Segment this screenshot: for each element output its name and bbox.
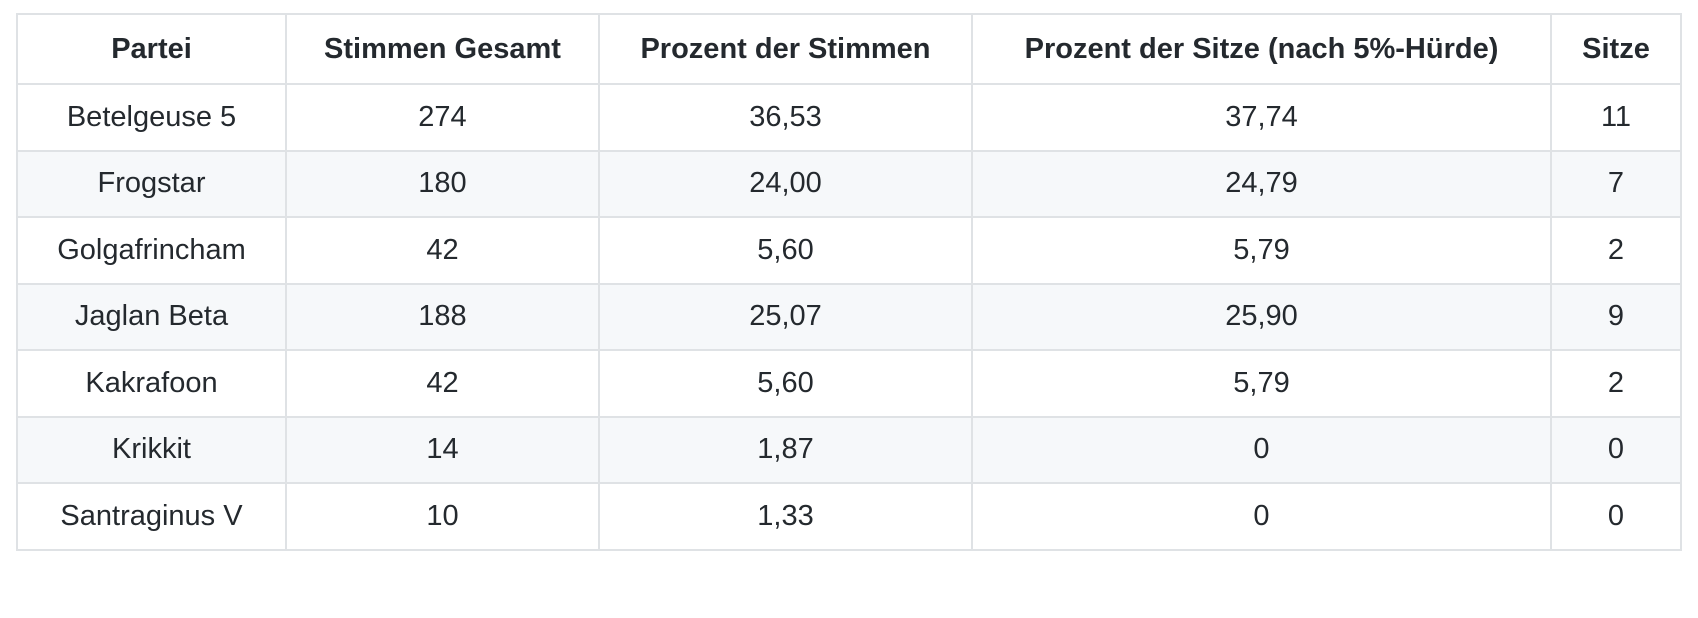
- cell-party: Frogstar: [16, 149, 287, 218]
- cell-votes-total: 14: [285, 415, 600, 484]
- cell-seats: 9: [1550, 282, 1682, 351]
- cell-seat-percent: 24,79: [971, 149, 1552, 218]
- cell-vote-percent: 25,07: [598, 282, 973, 351]
- cell-vote-percent: 5,60: [598, 349, 973, 418]
- cell-vote-percent: 1,87: [598, 415, 973, 484]
- table-row: Jaglan Beta 188 25,07 25,90 9: [16, 282, 1682, 351]
- cell-seats: 2: [1550, 216, 1682, 285]
- cell-party: Krikkit: [16, 415, 287, 484]
- column-header-sitze: Sitze: [1550, 13, 1682, 85]
- cell-votes-total: 274: [285, 83, 600, 152]
- cell-seat-percent: 37,74: [971, 83, 1552, 152]
- results-table-container: Partei Stimmen Gesamt Prozent der Stimme…: [16, 13, 1682, 551]
- cell-votes-total: 180: [285, 149, 600, 218]
- column-header-prozent-der-sitze: Prozent der Sitze (nach 5%-Hürde): [971, 13, 1552, 85]
- cell-seat-percent: 0: [971, 482, 1552, 551]
- cell-seat-percent: 0: [971, 415, 1552, 484]
- cell-seat-percent: 5,79: [971, 349, 1552, 418]
- column-header-stimmen-gesamt: Stimmen Gesamt: [285, 13, 600, 85]
- election-results-table: Partei Stimmen Gesamt Prozent der Stimme…: [16, 13, 1682, 551]
- cell-vote-percent: 24,00: [598, 149, 973, 218]
- cell-vote-percent: 5,60: [598, 216, 973, 285]
- cell-votes-total: 10: [285, 482, 600, 551]
- cell-party: Kakrafoon: [16, 349, 287, 418]
- column-header-prozent-der-stimmen: Prozent der Stimmen: [598, 13, 973, 85]
- cell-vote-percent: 36,53: [598, 83, 973, 152]
- cell-seat-percent: 25,90: [971, 282, 1552, 351]
- table-row: Santraginus V 10 1,33 0 0: [16, 482, 1682, 551]
- cell-seats: 7: [1550, 149, 1682, 218]
- table-row: Frogstar 180 24,00 24,79 7: [16, 149, 1682, 218]
- table-row: Krikkit 14 1,87 0 0: [16, 415, 1682, 484]
- cell-votes-total: 42: [285, 349, 600, 418]
- cell-votes-total: 188: [285, 282, 600, 351]
- table-row: Betelgeuse 5 274 36,53 37,74 11: [16, 83, 1682, 152]
- table-header: Partei Stimmen Gesamt Prozent der Stimme…: [16, 13, 1682, 85]
- table-body: Betelgeuse 5 274 36,53 37,74 11 Frogstar…: [16, 83, 1682, 551]
- cell-vote-percent: 1,33: [598, 482, 973, 551]
- cell-party: Santraginus V: [16, 482, 287, 551]
- cell-party: Jaglan Beta: [16, 282, 287, 351]
- table-row: Kakrafoon 42 5,60 5,79 2: [16, 349, 1682, 418]
- cell-seats: 11: [1550, 83, 1682, 152]
- cell-seats: 0: [1550, 482, 1682, 551]
- cell-seat-percent: 5,79: [971, 216, 1552, 285]
- column-header-partei: Partei: [16, 13, 287, 85]
- table-row: Golgafrincham 42 5,60 5,79 2: [16, 216, 1682, 285]
- cell-seats: 0: [1550, 415, 1682, 484]
- cell-party: Golgafrincham: [16, 216, 287, 285]
- cell-votes-total: 42: [285, 216, 600, 285]
- cell-party: Betelgeuse 5: [16, 83, 287, 152]
- cell-seats: 2: [1550, 349, 1682, 418]
- header-row: Partei Stimmen Gesamt Prozent der Stimme…: [16, 13, 1682, 85]
